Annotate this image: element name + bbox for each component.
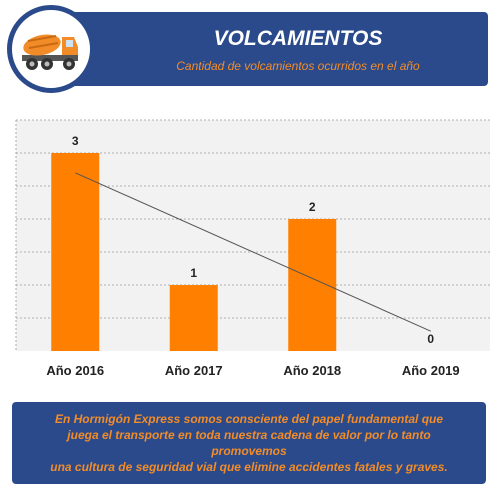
page-subtitle: Cantidad de volcamientos ocurridos en el… [176,59,420,73]
x-tick-label: Año 2017 [165,363,223,378]
trend-line [75,172,431,332]
bar [288,219,337,351]
footer-banner: En Hormigón Express somos consciente del… [12,402,486,484]
footer-line: En Hormigón Express somos consciente del… [54,412,444,426]
data-label: 1 [190,266,197,280]
concrete-mixer-truck-icon [22,34,78,70]
page-title: VOLCAMIENTOS [213,27,383,50]
x-tick-label: Año 2016 [46,363,104,378]
footer-message: En Hormigón Express somos consciente del… [29,411,469,475]
data-label: 0 [427,332,434,346]
bar [169,285,218,351]
bar-chart: 3 Año 2016 1 Año 2017 2 Año 2018 0 Año 2019 [15,119,490,378]
bar [51,153,100,351]
footer-line: una cultura de seguridad vial que elimin… [50,460,448,474]
header-banner: VOLCAMIENTOS Cantidad de volcamientos oc… [48,12,488,86]
chart-area: 3 Año 2016 1 Año 2017 2 Año 2018 0 Año 2019 [0,115,500,385]
x-tick-label: Año 2019 [402,363,460,378]
x-tick-label: Año 2018 [283,363,341,378]
logo-badge [7,5,95,93]
footer-line: juega el transporte en toda nuestra cade… [67,428,431,458]
data-label: 3 [72,134,79,148]
data-label: 2 [309,200,316,214]
